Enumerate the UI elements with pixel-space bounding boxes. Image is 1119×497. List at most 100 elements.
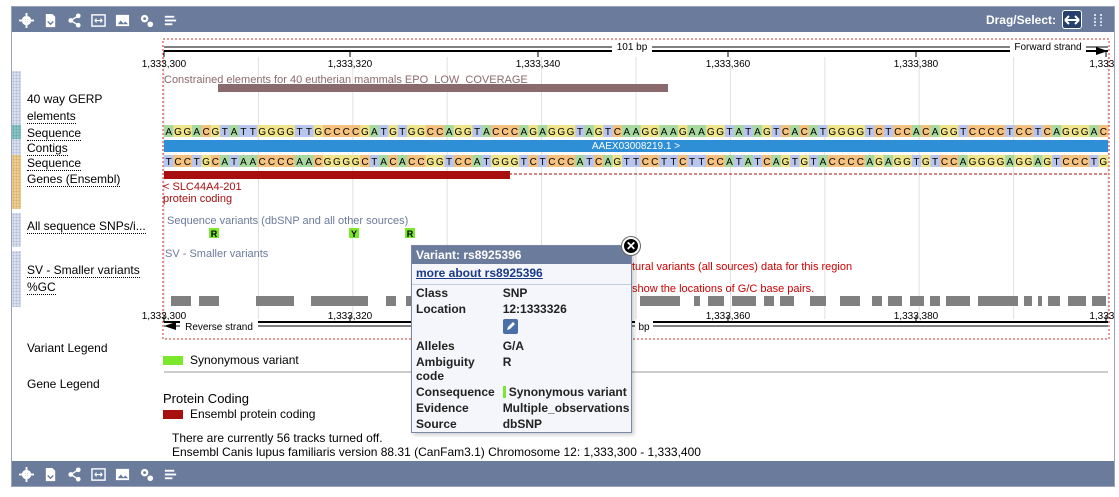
base-cell xyxy=(668,125,679,137)
gc-block xyxy=(888,296,902,306)
base-letter: T xyxy=(670,157,676,168)
base-letter: G xyxy=(641,127,649,138)
base-cell xyxy=(360,155,370,167)
config-icon[interactable] xyxy=(138,12,154,28)
base-letter: C xyxy=(717,157,724,168)
resize-icon[interactable] xyxy=(90,466,106,482)
contigs-track-strip[interactable] xyxy=(12,139,21,155)
gerp-track-strip[interactable] xyxy=(12,71,21,129)
base-cell xyxy=(836,125,847,137)
contigs-label[interactable]: Contigs xyxy=(27,141,68,156)
base-cell xyxy=(893,155,903,167)
base-letter: G xyxy=(1099,157,1107,168)
base-letter: C xyxy=(1100,127,1107,138)
reset-icon[interactable] xyxy=(162,466,178,482)
image-icon[interactable] xyxy=(114,12,130,28)
base-letter: G xyxy=(361,127,369,138)
sequence2-track-strip[interactable] xyxy=(12,155,21,169)
gridlines xyxy=(163,57,1109,319)
base-letter: C xyxy=(941,157,948,168)
ruler-tick-label: 1,333,320 xyxy=(328,59,373,70)
base-letter: C xyxy=(1062,157,1069,168)
export-icon[interactable] xyxy=(42,466,58,482)
snps-label[interactable]: All sequence SNPs/i... xyxy=(27,219,146,234)
gc-block xyxy=(1092,296,1106,306)
tracks-off-notice: There are currently 56 tracks turned off… xyxy=(172,431,383,445)
popup-title: Variant: rs8925396 xyxy=(412,246,631,264)
genes-label[interactable]: Genes (Ensembl) xyxy=(27,172,121,187)
select-mode-button[interactable] xyxy=(1088,10,1108,29)
base-cell xyxy=(575,125,585,137)
base-letter: G xyxy=(352,157,360,168)
base-letter: G xyxy=(492,157,500,168)
genes-track-strip[interactable] xyxy=(12,169,21,209)
base-letter: T xyxy=(633,157,639,168)
base-letter: A xyxy=(913,127,920,138)
base-letter: T xyxy=(820,127,826,138)
base-letter: G xyxy=(679,127,687,138)
gear-icon[interactable] xyxy=(18,466,34,482)
gear-icon[interactable] xyxy=(18,12,34,28)
ambiguity-label: Ambiguity code xyxy=(416,355,475,383)
base-letter: T xyxy=(474,127,480,138)
drag-mode-button[interactable] xyxy=(1062,10,1082,29)
base-letter: T xyxy=(166,157,172,168)
base-letter: G xyxy=(1081,127,1089,138)
base-letter: C xyxy=(1025,127,1032,138)
variant-details-table: Class SNP Location 12:1333326 Alleles G/A A… xyxy=(412,285,633,432)
base-cell xyxy=(1051,125,1062,137)
base-cell xyxy=(276,155,286,167)
table-row: Location 12:1333326 xyxy=(412,301,633,338)
base-letter: C xyxy=(707,157,714,168)
sequence2-label[interactable]: Sequence xyxy=(27,156,82,171)
resize-icon[interactable] xyxy=(90,12,106,28)
base-letter: T xyxy=(399,127,405,138)
gc-block xyxy=(640,296,680,306)
gerp-label-line1[interactable]: 40 way GERP xyxy=(27,92,103,106)
base-cell xyxy=(229,125,240,137)
gerp-label-line2[interactable]: elements xyxy=(27,109,76,124)
base-cell xyxy=(724,155,735,167)
base-letter: G xyxy=(1071,127,1079,138)
base-letter: G xyxy=(314,127,322,138)
base-cell xyxy=(771,125,782,137)
location-label: Location xyxy=(416,302,466,316)
gc-message: show the locations of G/C base pairs. xyxy=(632,283,814,295)
sv-track-strip[interactable] xyxy=(12,251,21,307)
base-letter: C xyxy=(511,127,518,138)
base-cell xyxy=(808,155,819,167)
sv-label[interactable]: SV - Smaller variants xyxy=(27,263,140,278)
base-cell xyxy=(939,125,950,137)
more-about-variant-link[interactable]: more about rs8925396 xyxy=(412,264,631,285)
export-icon[interactable] xyxy=(42,12,58,28)
base-cell xyxy=(752,155,763,167)
base-cell xyxy=(1089,155,1099,167)
base-letter: G xyxy=(875,157,883,168)
base-cell xyxy=(556,155,567,167)
base-letter: G xyxy=(324,157,332,168)
share-icon[interactable] xyxy=(66,466,82,482)
image-icon[interactable] xyxy=(114,466,130,482)
config-icon[interactable] xyxy=(138,466,154,482)
reset-icon[interactable] xyxy=(162,12,178,28)
sequence-label[interactable]: Sequence xyxy=(27,126,82,141)
edit-icon[interactable] xyxy=(502,319,518,334)
base-cell xyxy=(827,125,838,137)
base-letter: C xyxy=(455,157,462,168)
base-letter: C xyxy=(978,127,985,138)
base-letter: A xyxy=(306,157,313,168)
base-letter: C xyxy=(595,157,602,168)
track-canvas[interactable]: 101 bp Forward strand 1,333,300 1,333,320… xyxy=(12,7,1114,447)
sequence-track-strip[interactable] xyxy=(12,125,21,139)
share-icon[interactable] xyxy=(66,12,82,28)
popup-close-button[interactable]: ✕ xyxy=(622,237,640,255)
base-cell xyxy=(210,155,221,167)
reverse-strand-label: Reverse strand xyxy=(185,322,253,333)
base-cell xyxy=(313,125,324,137)
class-label: Class xyxy=(416,286,449,300)
base-cell xyxy=(977,125,987,137)
base-letter: G xyxy=(426,157,434,168)
base-cell xyxy=(1089,125,1099,137)
gc-label[interactable]: %GC xyxy=(27,280,56,295)
snps-track-strip[interactable] xyxy=(12,213,21,247)
